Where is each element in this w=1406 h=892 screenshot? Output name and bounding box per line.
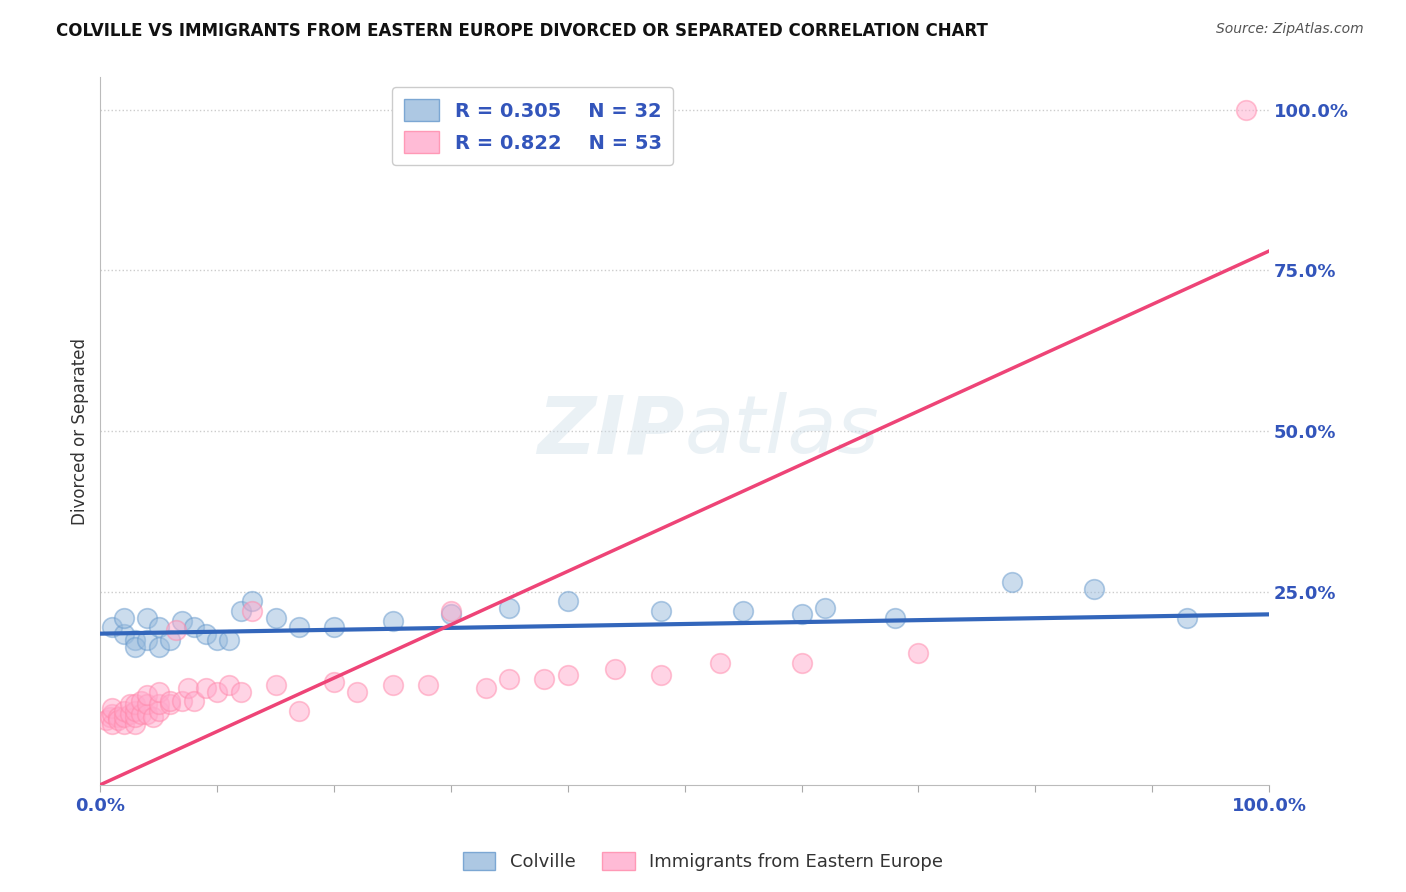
Point <box>129 706 152 721</box>
Point <box>288 704 311 718</box>
Point <box>112 716 135 731</box>
Point <box>194 681 217 696</box>
Point <box>101 706 124 721</box>
Point <box>142 710 165 724</box>
Text: COLVILLE VS IMMIGRANTS FROM EASTERN EUROPE DIVORCED OR SEPARATED CORRELATION CHA: COLVILLE VS IMMIGRANTS FROM EASTERN EURO… <box>56 22 988 40</box>
Point <box>557 594 579 608</box>
Point <box>129 694 152 708</box>
Point <box>1083 582 1105 596</box>
Point <box>323 620 346 634</box>
Point <box>498 601 520 615</box>
Point <box>790 656 813 670</box>
Point <box>381 678 404 692</box>
Point <box>218 633 240 648</box>
Point <box>264 678 287 692</box>
Point <box>229 684 252 698</box>
Point <box>440 607 463 622</box>
Point <box>183 620 205 634</box>
Point <box>101 700 124 714</box>
Point <box>159 698 181 712</box>
Point <box>440 604 463 618</box>
Point <box>346 684 368 698</box>
Point <box>907 646 929 660</box>
Point <box>148 704 170 718</box>
Point <box>136 610 159 624</box>
Text: atlas: atlas <box>685 392 879 470</box>
Point <box>112 704 135 718</box>
Point <box>533 672 555 686</box>
Point <box>603 662 626 676</box>
Y-axis label: Divorced or Separated: Divorced or Separated <box>72 337 89 524</box>
Point <box>101 620 124 634</box>
Point <box>118 706 141 721</box>
Point <box>165 624 187 638</box>
Point <box>148 620 170 634</box>
Point <box>96 714 118 728</box>
Point <box>107 710 129 724</box>
Point <box>498 672 520 686</box>
Point <box>136 688 159 702</box>
Point <box>205 633 228 648</box>
Point <box>218 678 240 692</box>
Point <box>124 710 146 724</box>
Text: Source: ZipAtlas.com: Source: ZipAtlas.com <box>1216 22 1364 37</box>
Point <box>172 614 194 628</box>
Point <box>183 694 205 708</box>
Point <box>159 633 181 648</box>
Point <box>136 698 159 712</box>
Point <box>172 694 194 708</box>
Point <box>107 714 129 728</box>
Point <box>240 604 263 618</box>
Point <box>1001 575 1024 590</box>
Point <box>1175 610 1198 624</box>
Text: ZIP: ZIP <box>537 392 685 470</box>
Point <box>1234 103 1257 117</box>
Point <box>229 604 252 618</box>
Point <box>118 698 141 712</box>
Point <box>98 710 121 724</box>
Point <box>416 678 439 692</box>
Point <box>112 626 135 640</box>
Point <box>650 668 672 682</box>
Point <box>136 633 159 648</box>
Point <box>159 694 181 708</box>
Point <box>124 633 146 648</box>
Legend: Colville, Immigrants from Eastern Europe: Colville, Immigrants from Eastern Europe <box>456 845 950 879</box>
Point <box>124 704 146 718</box>
Point <box>650 604 672 618</box>
Point <box>557 668 579 682</box>
Point <box>205 684 228 698</box>
Point <box>264 610 287 624</box>
Point <box>177 681 200 696</box>
Point <box>790 607 813 622</box>
Point <box>124 698 146 712</box>
Point <box>112 710 135 724</box>
Point <box>124 640 146 654</box>
Point <box>194 626 217 640</box>
Point <box>733 604 755 618</box>
Point <box>148 640 170 654</box>
Point <box>814 601 837 615</box>
Point <box>101 716 124 731</box>
Point <box>240 594 263 608</box>
Point <box>124 716 146 731</box>
Point <box>148 698 170 712</box>
Point <box>884 610 907 624</box>
Legend: R = 0.305    N = 32, R = 0.822    N = 53: R = 0.305 N = 32, R = 0.822 N = 53 <box>392 87 673 165</box>
Point <box>475 681 498 696</box>
Point <box>381 614 404 628</box>
Point <box>709 656 731 670</box>
Point <box>148 684 170 698</box>
Point <box>136 706 159 721</box>
Point <box>323 674 346 689</box>
Point <box>288 620 311 634</box>
Point <box>112 610 135 624</box>
